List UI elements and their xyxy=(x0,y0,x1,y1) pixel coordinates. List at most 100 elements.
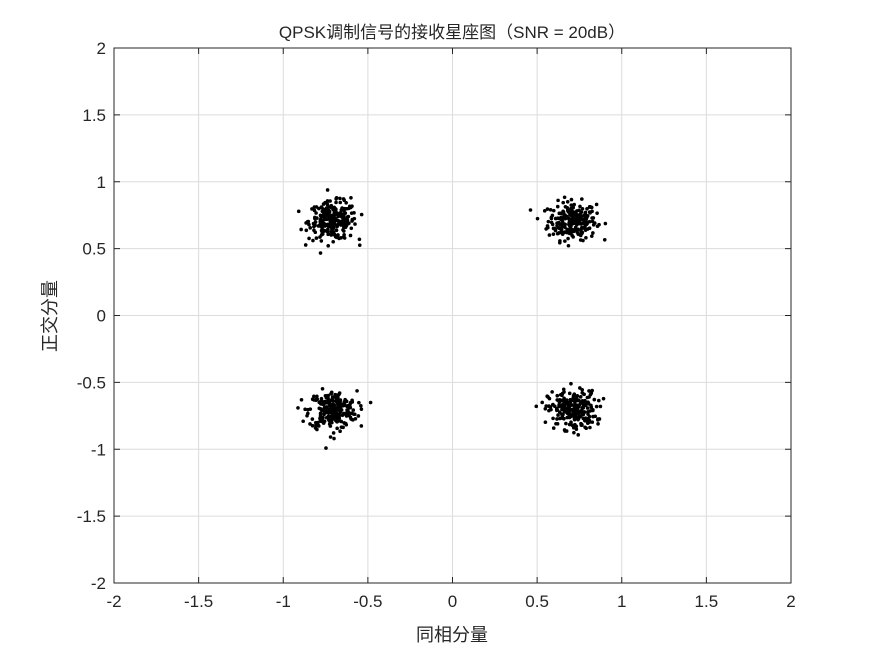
data-point xyxy=(587,219,592,224)
data-point xyxy=(308,422,312,426)
data-point xyxy=(359,407,364,411)
data-point xyxy=(549,215,554,220)
data-point xyxy=(575,403,580,408)
data-point xyxy=(588,409,593,413)
data-point xyxy=(591,231,595,235)
data-point xyxy=(577,412,581,416)
data-point xyxy=(313,426,318,430)
data-point xyxy=(328,435,333,439)
data-point xyxy=(535,216,540,221)
data-point xyxy=(585,215,589,220)
data-point xyxy=(338,407,343,411)
data-point xyxy=(584,227,588,232)
data-point xyxy=(303,243,308,247)
data-point xyxy=(325,188,330,192)
data-point xyxy=(301,419,305,424)
data-point xyxy=(567,391,572,396)
data-point xyxy=(566,236,570,241)
x-axis-label: 同相分量 xyxy=(416,625,488,645)
data-point xyxy=(335,418,340,423)
data-point xyxy=(368,400,373,405)
data-point xyxy=(329,390,334,395)
data-point xyxy=(331,408,335,413)
data-point xyxy=(323,222,328,227)
data-point xyxy=(321,202,326,206)
data-point xyxy=(326,414,331,418)
data-point xyxy=(545,207,550,211)
data-point xyxy=(328,410,332,415)
data-point xyxy=(587,414,592,419)
data-point xyxy=(315,216,319,220)
data-point xyxy=(336,214,341,219)
data-point xyxy=(551,232,556,236)
data-point xyxy=(565,199,570,204)
data-point xyxy=(342,236,347,240)
y-tick-label: -2 xyxy=(91,574,106,593)
data-point xyxy=(560,416,564,420)
data-point xyxy=(338,200,343,205)
data-point xyxy=(585,206,589,211)
data-point xyxy=(332,205,337,210)
data-point xyxy=(573,225,578,230)
data-point xyxy=(574,427,579,432)
data-point xyxy=(335,224,339,229)
data-point xyxy=(330,403,335,408)
data-point xyxy=(555,393,560,398)
data-point xyxy=(322,217,327,222)
data-point xyxy=(567,231,572,236)
data-point xyxy=(325,405,329,409)
data-point xyxy=(562,195,567,200)
data-point xyxy=(318,251,323,255)
data-point xyxy=(307,222,311,227)
x-tick-label: -0.5 xyxy=(353,592,382,611)
data-point xyxy=(335,426,339,431)
data-point xyxy=(326,244,331,248)
data-point xyxy=(544,404,548,408)
data-point xyxy=(571,398,576,403)
data-point xyxy=(594,202,599,207)
data-point xyxy=(554,408,559,413)
data-point xyxy=(540,400,545,405)
points xyxy=(296,188,608,450)
data-point xyxy=(551,416,555,421)
data-point xyxy=(342,229,346,233)
data-point xyxy=(350,398,354,403)
data-point xyxy=(561,200,566,205)
data-point xyxy=(337,391,342,395)
data-point xyxy=(581,405,585,410)
data-point xyxy=(534,404,539,409)
data-point xyxy=(339,425,344,429)
data-point xyxy=(312,394,316,399)
x-tick-label: 1.5 xyxy=(695,592,719,611)
data-point xyxy=(329,230,333,235)
data-point xyxy=(314,398,318,403)
data-point xyxy=(325,229,330,234)
data-point xyxy=(331,411,336,416)
data-point xyxy=(586,402,591,406)
data-point xyxy=(556,413,560,417)
data-point xyxy=(569,203,574,207)
data-point xyxy=(345,409,350,413)
data-point xyxy=(321,420,326,425)
data-point xyxy=(601,396,606,401)
data-point xyxy=(568,398,573,403)
data-point xyxy=(324,446,328,450)
data-point xyxy=(551,426,556,430)
data-point xyxy=(357,400,361,405)
data-point xyxy=(310,417,315,421)
data-point xyxy=(560,218,564,222)
data-point xyxy=(596,398,601,403)
data-point xyxy=(311,238,315,243)
data-point xyxy=(353,222,357,226)
data-point xyxy=(591,223,596,227)
data-point xyxy=(552,404,557,409)
data-point xyxy=(580,197,584,201)
data-point xyxy=(325,199,330,203)
data-point xyxy=(318,414,323,418)
data-point xyxy=(563,239,567,243)
data-point xyxy=(577,214,582,218)
data-point xyxy=(557,410,562,415)
data-point xyxy=(567,217,572,221)
data-point xyxy=(320,386,325,391)
data-point xyxy=(315,394,319,399)
